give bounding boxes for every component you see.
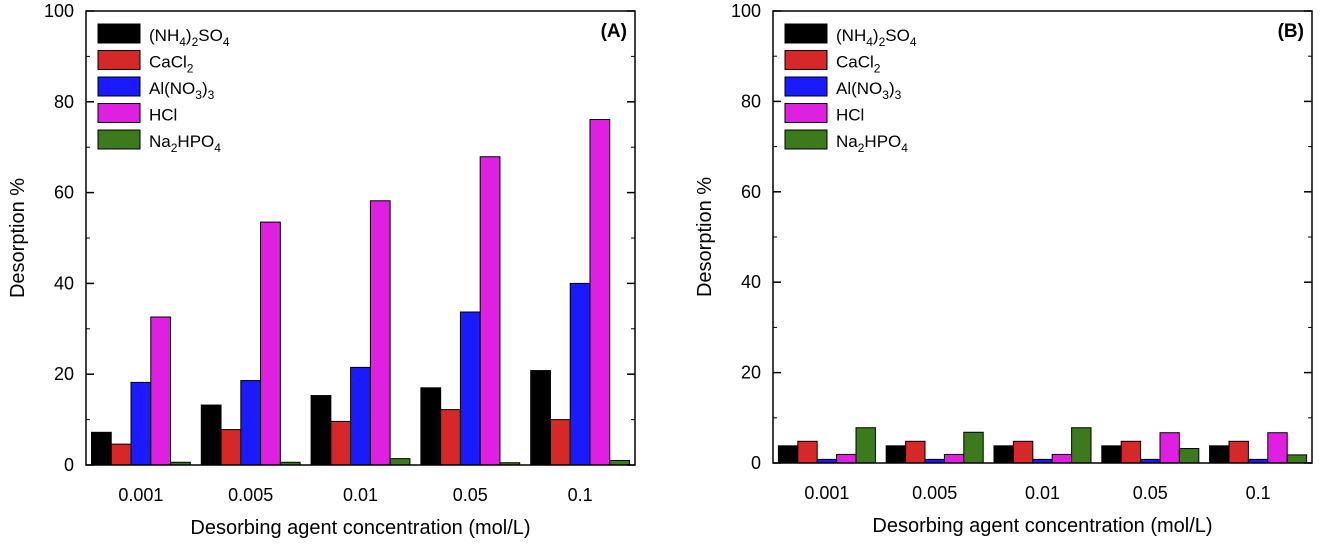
legend-swatch [97, 23, 141, 44]
legend-swatch [97, 50, 141, 70]
bar-hcl-0.05 [479, 156, 501, 466]
x-tick-label: 0.05 [453, 485, 488, 505]
bar-hcl-0.05 [1159, 432, 1180, 464]
bar-hcl-0.1 [1267, 432, 1288, 464]
y-tick-label: 0 [64, 455, 74, 475]
y-axis-label: Desorption % [694, 177, 716, 297]
x-tick-label: 0.01 [1025, 483, 1060, 503]
bar-cacl2-0.01 [330, 420, 352, 466]
y-tick-label: 40 [54, 273, 74, 293]
panel-label: (B) [1278, 21, 1304, 42]
x-tick-label: 0.005 [228, 485, 273, 505]
panel-label: (A) [601, 21, 627, 42]
x-axis-label: Desorbing agent concentration (mol/L) [872, 515, 1212, 537]
panel-b: 0 20 40 60 80 100 0.001 0.005 0.01 0.05 0.1 Desorbi… [694, 1, 1313, 537]
bar-na2hpo4-0.05 [1178, 448, 1200, 464]
bar-nh42so4-0.1 [530, 370, 551, 466]
bar-cacl2-0.005 [905, 440, 926, 464]
bar-nh42so4-0.05 [1101, 445, 1122, 464]
bar-cacl2-0.05 [440, 409, 461, 466]
bar-na2hpo4-0.001 [855, 427, 876, 464]
bar-na2hpo4-0.01 [389, 458, 411, 466]
legend-label: (NH4)2SO4 [149, 26, 230, 49]
y-tick-label: 60 [54, 183, 74, 203]
y-tick-label: 80 [54, 92, 74, 112]
bar-cacl2-0.001 [797, 440, 818, 464]
legend-label: Al(NO3)3 [836, 79, 902, 102]
legend-swatch [784, 129, 828, 150]
bar-nh42so4-0.01 [310, 395, 332, 466]
bar-nh42so4-0.1 [1209, 445, 1230, 464]
bar-nh42so4-0.01 [993, 445, 1014, 464]
bar-alno33-0.01 [350, 366, 371, 466]
bar-nh42so4-0.005 [885, 445, 907, 464]
bar-alno33-0.005 [240, 380, 262, 466]
legend-swatch [784, 76, 828, 97]
bar-nh42so4-0.001 [777, 445, 799, 464]
legend-swatch [784, 50, 828, 70]
bar-cacl2-0.1 [549, 419, 571, 466]
legend-label: (NH4)2SO4 [836, 26, 917, 49]
legend-label: HCl [149, 106, 177, 125]
legend-label: Na2HPO4 [149, 132, 221, 155]
panel-a: 0 20 40 60 80 100 0.001 0.005 0.01 0.05 0.1 Desorbi… [7, 1, 636, 539]
x-tick-label: 0.005 [912, 483, 957, 503]
legend-swatch [784, 23, 828, 44]
bar-cacl2-0.01 [1012, 440, 1034, 464]
bar-alno33-0.05 [459, 311, 481, 466]
bar-na2hpo4-0.1 [1286, 454, 1308, 464]
x-tick-label: 0.01 [343, 485, 378, 505]
x-axis-label: Desorbing agent concentration (mol/L) [190, 517, 530, 539]
y-tick-label: 40 [741, 272, 761, 292]
y-tick-label: 0 [751, 453, 761, 473]
legend-label: Al(NO3)3 [149, 79, 215, 102]
bar-hcl-0.001 [150, 316, 172, 466]
x-tick-label: 0.001 [118, 485, 163, 505]
bar-alno33-0.001 [130, 381, 152, 466]
bar-hcl-0.001 [836, 453, 857, 464]
bar-cacl2-0.005 [220, 429, 242, 466]
legend-swatch [97, 129, 141, 150]
legend: (NH4)2SO4 CaCl2 Al(NO3)3 HCl Na2HPO4 [784, 23, 917, 155]
y-tick-label: 60 [741, 182, 761, 202]
x-tick-label: 0.001 [804, 483, 849, 503]
legend-swatch [97, 103, 141, 123]
bar-nh42so4-0.05 [420, 387, 442, 466]
bar-nh42so4-0.001 [90, 431, 112, 466]
legend-swatch [784, 103, 828, 123]
legend-label: Na2HPO4 [836, 132, 908, 155]
y-tick-label: 20 [741, 363, 761, 383]
x-tick-label: 0.05 [1133, 483, 1168, 503]
bar-cacl2-0.001 [110, 443, 132, 466]
legend-label: CaCl2 [836, 53, 881, 76]
legend-label: CaCl2 [149, 53, 194, 76]
bar-cacl2-0.1 [1228, 440, 1249, 464]
y-tick-label: 100 [44, 1, 74, 21]
legend-label: HCl [836, 106, 864, 125]
x-tick-label: 0.1 [1246, 483, 1271, 503]
bar-cacl2-0.05 [1120, 440, 1142, 464]
bar-hcl-0.01 [1051, 453, 1073, 464]
bar-hcl-0.1 [589, 119, 611, 466]
legend-swatch [97, 76, 141, 97]
y-axis-label: Desorption % [7, 178, 29, 298]
bar-hcl-0.005 [260, 221, 281, 466]
y-tick-label: 80 [741, 91, 761, 111]
bar-alno33-0.1 [569, 282, 591, 466]
y-tick-label: 100 [731, 1, 761, 21]
legend: (NH4)2SO4 CaCl2 Al(NO3)3 HCl Na2HPO4 [97, 23, 230, 155]
bar-na2hpo4-0.01 [1071, 427, 1092, 464]
bar-hcl-0.005 [943, 453, 965, 464]
x-tick-label: 0.1 [568, 485, 593, 505]
bar-hcl-0.01 [369, 200, 391, 466]
bar-na2hpo4-0.005 [963, 431, 984, 464]
bar-nh42so4-0.005 [200, 404, 222, 466]
y-tick-label: 20 [54, 364, 74, 384]
